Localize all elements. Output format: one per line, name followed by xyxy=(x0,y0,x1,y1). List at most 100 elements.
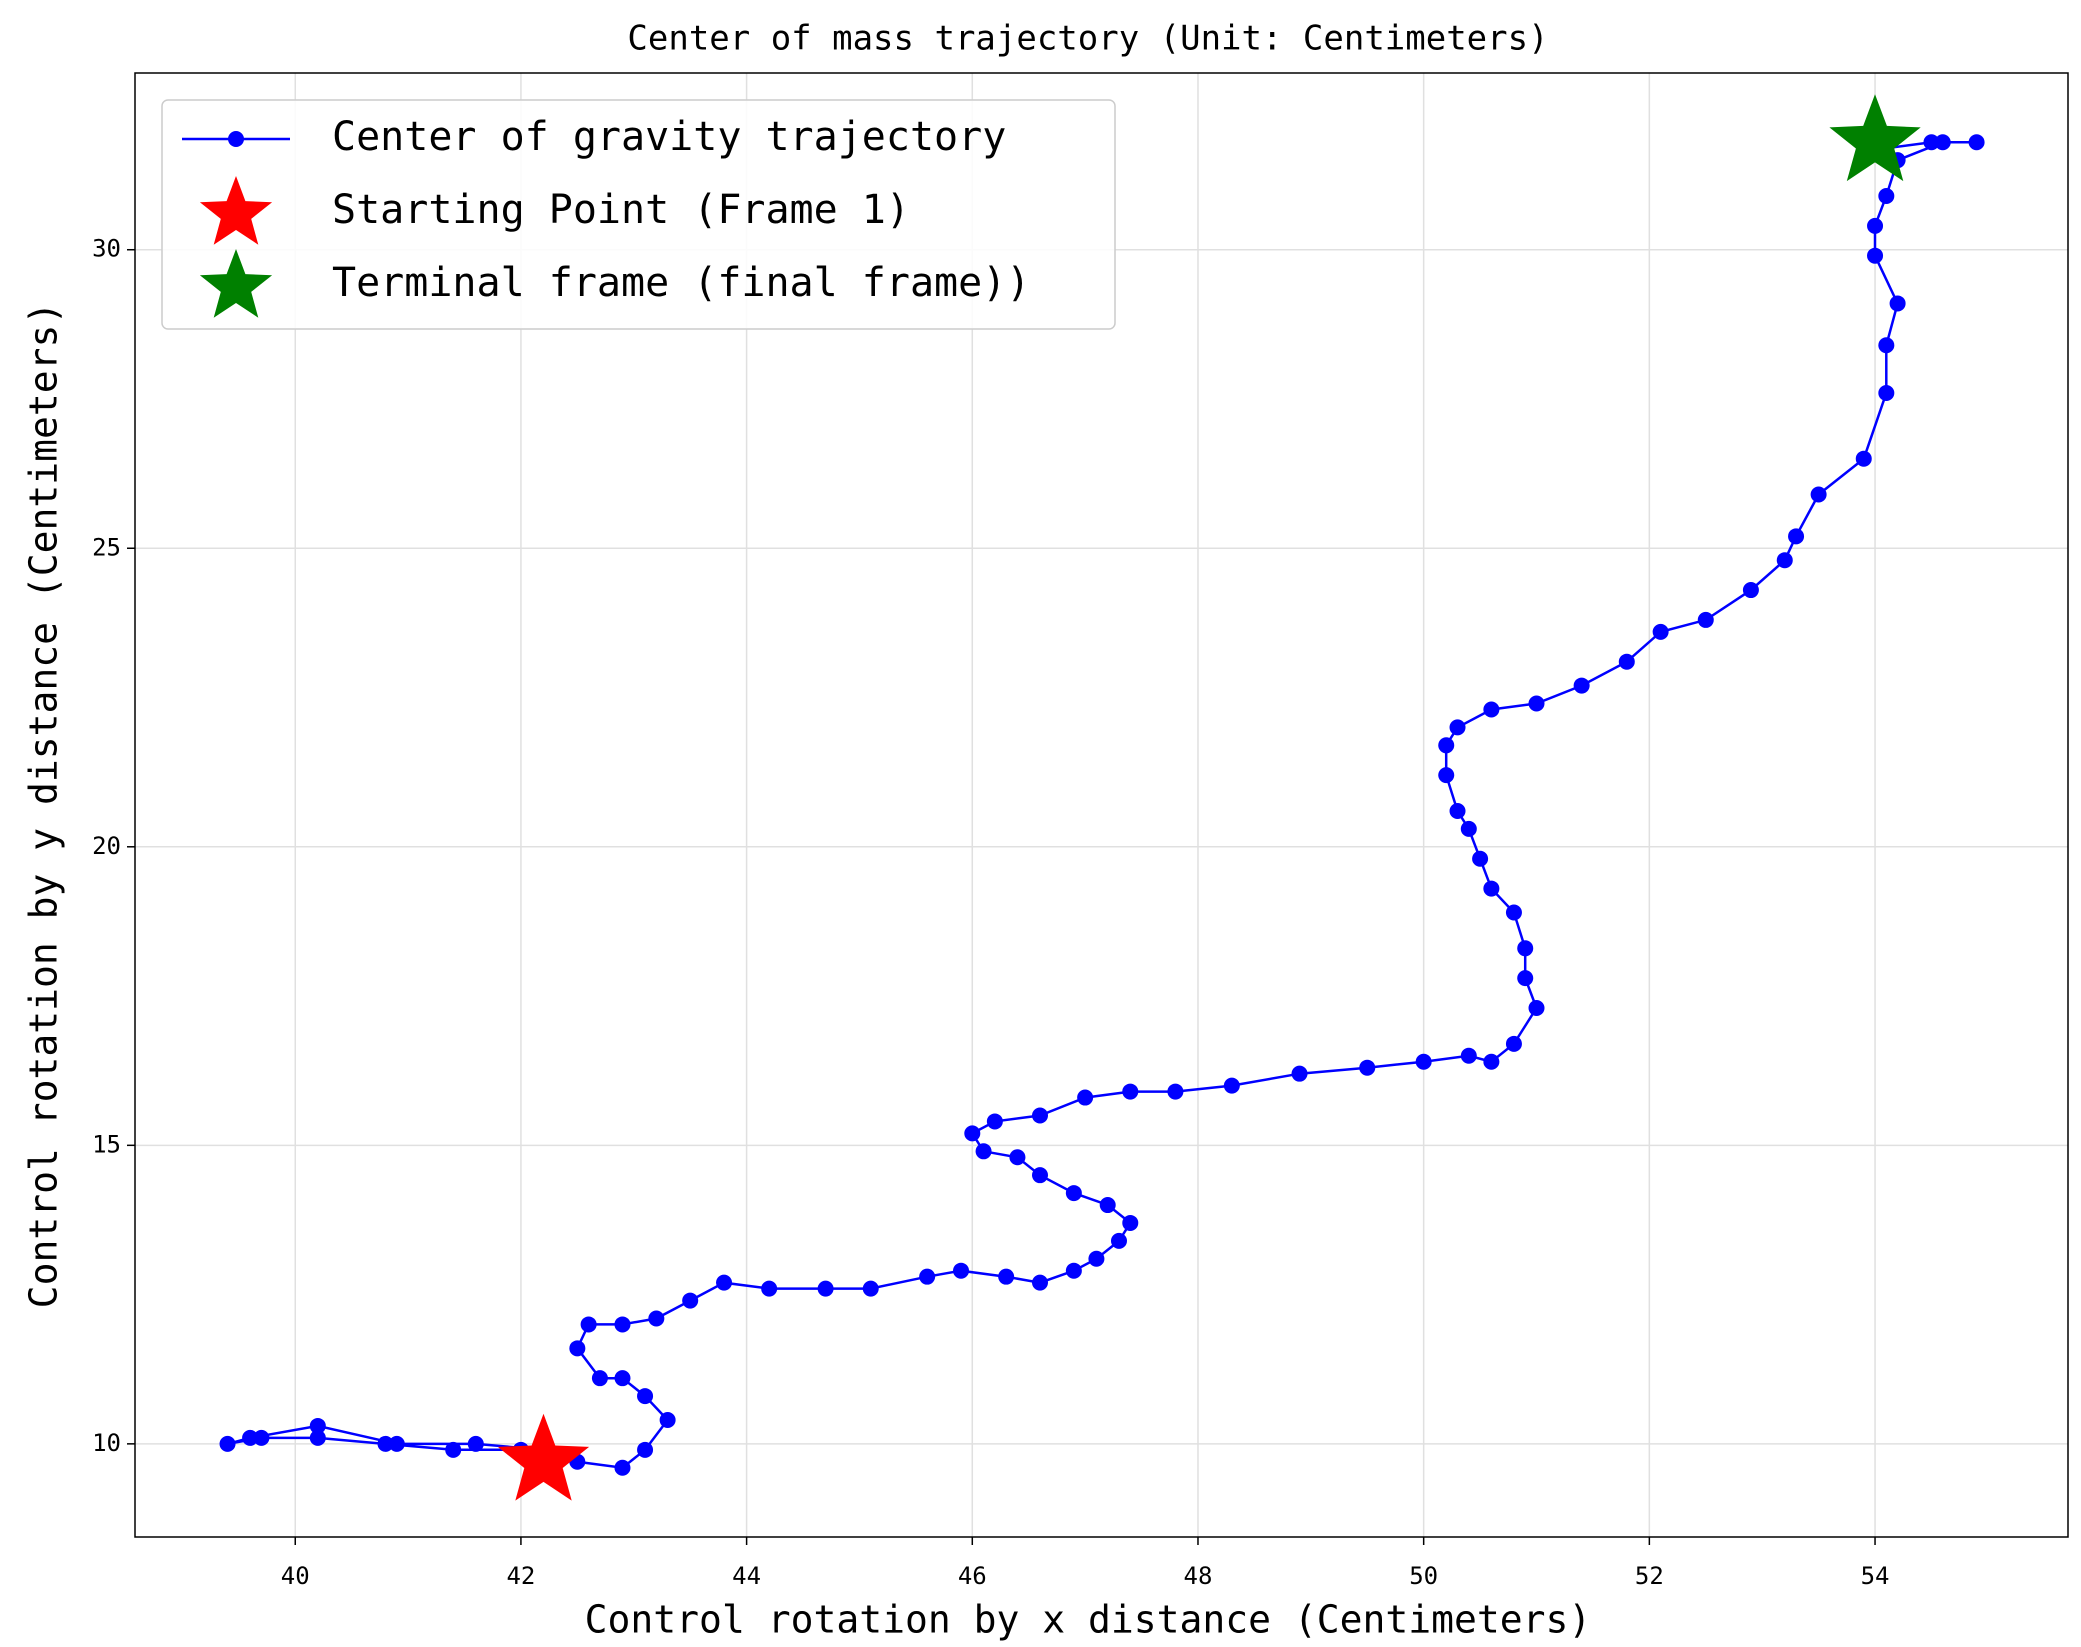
point xyxy=(1788,528,1805,545)
point xyxy=(467,1435,484,1452)
y-tick-label: 10 xyxy=(92,1429,121,1457)
point xyxy=(975,1143,992,1160)
point xyxy=(1934,134,1951,151)
x-tick-label: 48 xyxy=(1184,1562,1213,1590)
x-tick-label: 40 xyxy=(281,1562,310,1590)
point xyxy=(1415,1053,1432,1070)
point xyxy=(1483,701,1500,718)
point xyxy=(1810,486,1827,503)
star-marker xyxy=(1829,94,1921,182)
point xyxy=(309,1429,326,1446)
y-axis-label: Control rotation by y distance (Centimet… xyxy=(22,302,66,1309)
x-tick-label: 44 xyxy=(732,1562,761,1590)
point xyxy=(1065,1262,1082,1279)
point xyxy=(1517,970,1534,987)
point xyxy=(1032,1274,1049,1291)
point xyxy=(1968,134,1985,151)
point xyxy=(1472,850,1489,867)
x-tick-label: 42 xyxy=(506,1562,535,1590)
point xyxy=(1223,1077,1240,1094)
legend-label: Center of gravity trajectory xyxy=(332,114,1006,160)
point xyxy=(1889,295,1906,312)
point xyxy=(1483,880,1500,897)
legend-label: Starting Point (Frame 1) xyxy=(332,187,910,233)
point xyxy=(1505,1035,1522,1052)
point xyxy=(637,1441,654,1458)
star-marker xyxy=(497,1413,590,1501)
point xyxy=(682,1292,699,1309)
point xyxy=(614,1370,631,1387)
point xyxy=(1742,582,1759,599)
y-tick-label: 30 xyxy=(92,235,121,263)
point xyxy=(1776,552,1793,569)
point xyxy=(1122,1083,1139,1100)
point xyxy=(1483,1053,1500,1070)
point xyxy=(761,1280,778,1297)
point xyxy=(919,1268,936,1285)
point xyxy=(1449,719,1466,736)
x-tick-label: 50 xyxy=(1409,1562,1438,1590)
chart-title: Center of mass trajectory (Unit: Centime… xyxy=(627,19,1548,59)
legend-marker xyxy=(199,249,273,318)
point xyxy=(716,1274,733,1291)
point xyxy=(309,1417,326,1434)
point xyxy=(580,1316,597,1333)
y-tick-label: 25 xyxy=(92,533,121,561)
plot-frame xyxy=(134,72,2069,1538)
point xyxy=(1652,623,1669,640)
x-tick-label: 54 xyxy=(1861,1562,1890,1590)
point xyxy=(1438,737,1455,754)
point xyxy=(862,1280,879,1297)
point xyxy=(817,1280,834,1297)
point xyxy=(1077,1089,1094,1106)
point xyxy=(1697,611,1714,628)
point xyxy=(986,1113,1003,1130)
point xyxy=(388,1435,405,1452)
point xyxy=(1065,1185,1082,1202)
point xyxy=(1460,820,1477,837)
x-axis-label: Control rotation by x distance (Centimet… xyxy=(585,1598,1592,1642)
point xyxy=(1618,653,1635,670)
point xyxy=(1359,1059,1376,1076)
point xyxy=(998,1268,1015,1285)
legend-marker xyxy=(228,131,244,147)
legend-label: Terminal frame (final frame)) xyxy=(332,260,1030,306)
point xyxy=(1167,1083,1184,1100)
point xyxy=(1009,1149,1026,1166)
point xyxy=(253,1429,270,1446)
point xyxy=(964,1125,981,1142)
point xyxy=(1032,1167,1049,1184)
point xyxy=(1505,904,1522,921)
point xyxy=(219,1435,236,1452)
point xyxy=(1923,134,1940,151)
legend-box xyxy=(161,99,1116,330)
y-tick-label: 20 xyxy=(92,832,121,860)
point xyxy=(648,1310,665,1327)
point xyxy=(1517,940,1534,957)
point xyxy=(1878,385,1895,402)
point xyxy=(1122,1214,1139,1231)
point xyxy=(1878,337,1895,354)
point xyxy=(1438,767,1455,784)
point xyxy=(1878,187,1895,204)
point xyxy=(1449,802,1466,819)
point xyxy=(1099,1197,1116,1214)
point xyxy=(1867,217,1884,234)
point xyxy=(377,1435,394,1452)
point xyxy=(1528,1000,1545,1017)
point xyxy=(614,1459,631,1476)
point xyxy=(659,1411,676,1428)
point xyxy=(1032,1107,1049,1124)
legend-marker xyxy=(199,176,273,245)
point xyxy=(1291,1065,1308,1082)
y-tick-label: 15 xyxy=(92,1130,121,1158)
trajectory-line xyxy=(227,141,1977,1470)
point xyxy=(1460,1047,1477,1064)
point xyxy=(591,1370,608,1387)
point xyxy=(445,1441,462,1458)
point xyxy=(1573,677,1590,694)
point xyxy=(953,1262,970,1279)
point xyxy=(1855,450,1872,467)
